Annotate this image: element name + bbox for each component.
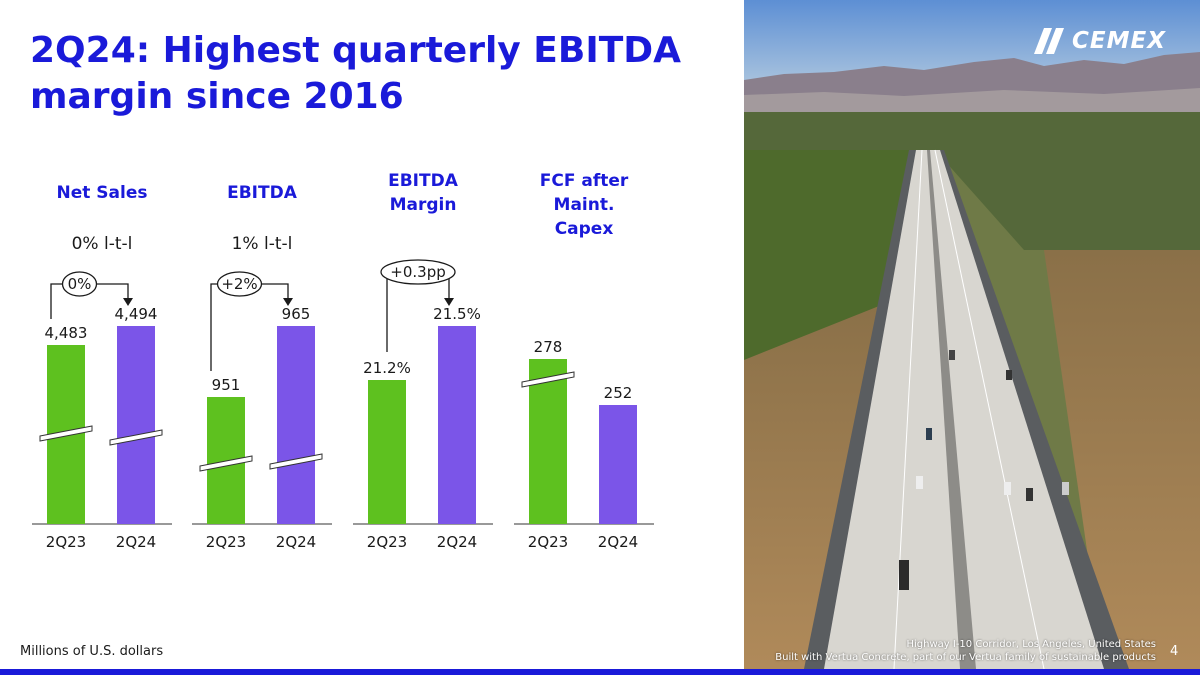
photo-caption-line1: Highway I-10 Corridor, Los Angeles, Unit… — [906, 639, 1156, 650]
bar-2q24 — [438, 326, 476, 524]
logo-stripes-icon — [1034, 28, 1064, 54]
bar-2q24 — [117, 326, 155, 524]
data-label: 4,483 — [45, 324, 88, 342]
data-label: 4,494 — [115, 305, 158, 323]
chart-title: Margin — [390, 195, 457, 215]
units-note: Millions of U.S. dollars — [20, 644, 164, 659]
chart-title: FCF after — [540, 171, 629, 191]
delta-arrowhead — [123, 298, 133, 306]
delta-bubble — [380, 259, 456, 285]
photo-caption-line2: Built with Vertua Concrete, part of our … — [775, 652, 1156, 663]
category-label: 2Q23 — [367, 533, 407, 551]
delta-label: 0% — [68, 275, 92, 293]
delta-label: +0.3pp — [390, 263, 445, 281]
change-label: 0% l-t-l — [72, 234, 133, 254]
category-label: 2Q24 — [276, 533, 316, 551]
data-label: 951 — [212, 376, 241, 394]
bottom-accent-bar — [0, 669, 1200, 675]
axis-break-mark — [39, 425, 93, 442]
chart-title: EBITDA — [227, 183, 298, 203]
category-label: 2Q24 — [437, 533, 477, 551]
data-label: 21.2% — [363, 359, 411, 377]
axis-break-mark — [109, 429, 163, 446]
delta-bracket — [210, 283, 289, 371]
axis-break-mark — [199, 455, 253, 472]
category-label: 2Q24 — [116, 533, 156, 551]
chart-title: Net Sales — [57, 183, 148, 203]
highway-photo — [744, 0, 1200, 669]
change-label: 1% l-t-l — [232, 234, 293, 254]
logo-wordmark: CEMEX — [1072, 28, 1166, 54]
category-label: 2Q24 — [598, 533, 638, 551]
delta-arrowhead — [444, 298, 454, 306]
axis-break-mark — [269, 453, 323, 470]
data-label: 252 — [604, 384, 633, 402]
page-number: 4 — [1170, 644, 1179, 659]
delta-bubble — [216, 271, 263, 297]
bar-2q23 — [529, 359, 567, 524]
chart-title: Maint. — [554, 195, 615, 215]
delta-arrowhead — [283, 298, 293, 306]
slide-title: 2Q24: Highest quarterly EBITDA margin si… — [30, 30, 682, 117]
chart-title: Capex — [555, 219, 614, 239]
category-label: 2Q23 — [206, 533, 246, 551]
charts-area: Net Sales 0% l-t-l 4,483 2Q23 4,494 2Q24 0% EBI… — [32, 171, 654, 551]
bar-2q24 — [599, 405, 637, 524]
chart-title: EBITDA — [388, 171, 459, 191]
bar-2q23 — [368, 380, 406, 524]
bar-2q24 — [277, 326, 315, 524]
axis-break-mark — [521, 371, 575, 388]
data-label: 21.5% — [433, 305, 481, 323]
delta-bubble — [61, 271, 98, 297]
delta-label: +2% — [221, 275, 257, 293]
data-label: 965 — [282, 305, 311, 323]
data-label: 278 — [534, 338, 563, 356]
category-label: 2Q23 — [46, 533, 86, 551]
cemex-logo: CEMEX — [1034, 28, 1184, 54]
category-label: 2Q23 — [528, 533, 568, 551]
